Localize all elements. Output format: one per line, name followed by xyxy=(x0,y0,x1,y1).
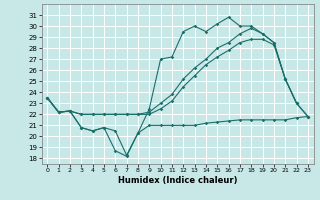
X-axis label: Humidex (Indice chaleur): Humidex (Indice chaleur) xyxy=(118,176,237,185)
